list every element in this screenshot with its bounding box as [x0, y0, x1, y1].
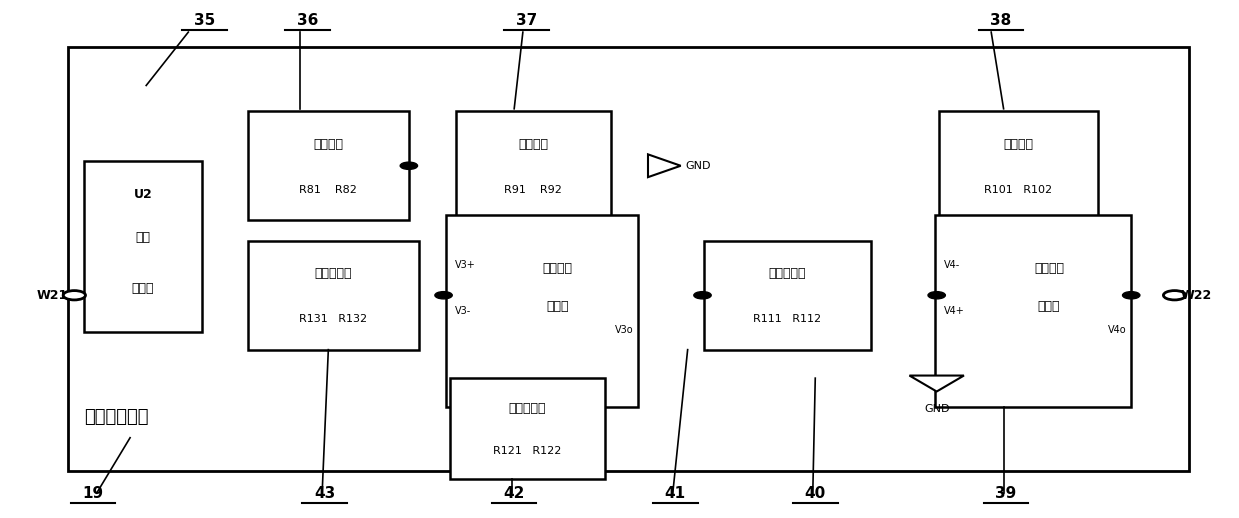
Text: 第十二电阻: 第十二电阻 [508, 402, 546, 415]
Bar [935, 215, 1131, 407]
Text: 19: 19 [82, 486, 104, 501]
Circle shape [1163, 291, 1186, 300]
Text: 电压源: 电压源 [131, 282, 155, 295]
Text: V4-: V4- [944, 260, 960, 270]
Circle shape [1123, 292, 1140, 299]
Text: 第四运算: 第四运算 [1035, 262, 1064, 275]
Bar [446, 215, 638, 407]
Text: GND: GND [924, 404, 949, 414]
Polygon shape [648, 154, 680, 177]
Text: 43: 43 [313, 486, 336, 501]
Text: GND: GND [685, 161, 711, 171]
Bar [456, 111, 611, 220]
Text: 35: 35 [193, 13, 216, 28]
Text: 第十电阻: 第十电阻 [1004, 137, 1033, 151]
Circle shape [63, 291, 85, 300]
Text: 40: 40 [804, 486, 826, 501]
Text: 38: 38 [990, 13, 1012, 28]
Bar [248, 111, 409, 220]
Bar [704, 241, 871, 350]
Bar [68, 47, 1189, 471]
Text: R111   R112: R111 R112 [753, 314, 821, 324]
Text: 39: 39 [995, 486, 1017, 501]
Text: 42: 42 [503, 486, 525, 501]
Bar [248, 241, 419, 350]
Text: W22: W22 [1181, 289, 1212, 302]
Text: V3o: V3o [615, 325, 633, 335]
Text: V4+: V4+ [944, 306, 965, 316]
Text: 第二运算模块: 第二运算模块 [84, 408, 149, 426]
Circle shape [694, 292, 711, 299]
Text: R101   R102: R101 R102 [985, 185, 1052, 195]
Text: 第九电阻: 第九电阻 [518, 137, 549, 151]
Bar [939, 111, 1098, 220]
Text: 第三运算: 第三运算 [543, 262, 572, 275]
Text: 41: 41 [664, 486, 686, 501]
Text: 放大器: 放大器 [546, 300, 569, 313]
Text: 第八电阻: 第八电阻 [313, 137, 343, 151]
Circle shape [435, 292, 452, 299]
Text: V4o: V4o [1108, 325, 1126, 335]
Text: 第十三电阻: 第十三电阻 [315, 267, 352, 280]
Circle shape [400, 162, 418, 169]
Text: U2: U2 [134, 188, 152, 202]
Text: R131   R132: R131 R132 [300, 314, 367, 324]
Polygon shape [909, 376, 964, 392]
Text: R81    R82: R81 R82 [300, 185, 357, 195]
Text: W21: W21 [37, 289, 68, 302]
Circle shape [928, 292, 945, 299]
Bar [450, 378, 605, 479]
Text: 第十一电阻: 第十一电阻 [768, 267, 807, 280]
Text: R91    R92: R91 R92 [504, 185, 563, 195]
Text: R121   R122: R121 R122 [493, 446, 561, 456]
Text: 第二: 第二 [135, 231, 151, 244]
Text: 36: 36 [296, 13, 318, 28]
Text: 放大器: 放大器 [1038, 300, 1061, 313]
Text: V3-: V3- [455, 306, 471, 316]
Bar [84, 161, 202, 332]
Text: V3+: V3+ [455, 260, 476, 270]
Text: 37: 37 [515, 13, 538, 28]
